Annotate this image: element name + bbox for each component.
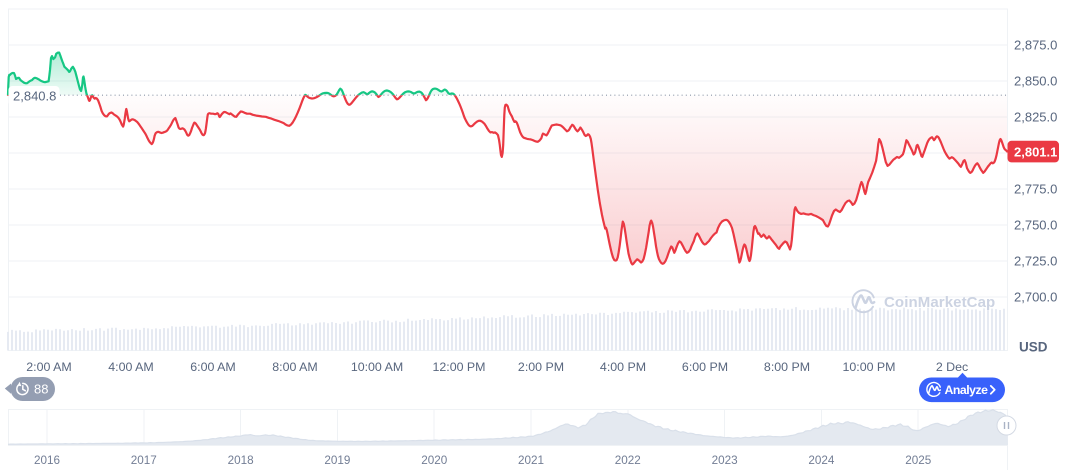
svg-text:2025: 2025	[905, 454, 932, 467]
svg-text:2017: 2017	[131, 454, 157, 467]
svg-text:2,725.0: 2,725.0	[1014, 254, 1057, 269]
svg-text:2019: 2019	[324, 454, 350, 467]
svg-text:2018: 2018	[228, 454, 254, 467]
svg-text:12:00 PM: 12:00 PM	[432, 360, 485, 374]
svg-text:2,750.0: 2,750.0	[1014, 218, 1057, 233]
svg-text:2021: 2021	[518, 454, 544, 467]
svg-text:8:00 AM: 8:00 AM	[272, 360, 317, 374]
svg-text:2016: 2016	[34, 454, 60, 467]
svg-text:2:00 PM: 2:00 PM	[518, 360, 564, 374]
svg-text:10:00 PM: 10:00 PM	[842, 360, 895, 374]
svg-text:2,875.0: 2,875.0	[1014, 38, 1057, 53]
svg-text:2,850.0: 2,850.0	[1014, 74, 1057, 89]
svg-text:2,700.0: 2,700.0	[1014, 290, 1057, 305]
svg-text:6:00 AM: 6:00 AM	[190, 360, 235, 374]
svg-text:2020: 2020	[421, 454, 448, 467]
svg-text:2024: 2024	[808, 454, 835, 467]
svg-text:6:00 PM: 6:00 PM	[682, 360, 728, 374]
svg-text:2 Dec: 2 Dec	[936, 360, 968, 374]
svg-text:8:00 PM: 8:00 PM	[764, 360, 810, 374]
svg-text:88: 88	[34, 382, 48, 397]
svg-text:2,801.1: 2,801.1	[1014, 144, 1057, 159]
svg-text:2,775.0: 2,775.0	[1014, 182, 1057, 197]
svg-text:10:00 AM: 10:00 AM	[351, 360, 403, 374]
svg-text:4:00 AM: 4:00 AM	[108, 360, 153, 374]
svg-text:2023: 2023	[712, 454, 738, 467]
svg-text:2022: 2022	[615, 454, 641, 467]
svg-text:2,825.0: 2,825.0	[1014, 110, 1057, 125]
svg-text:2,840.8: 2,840.8	[13, 89, 56, 104]
svg-text:2:00 AM: 2:00 AM	[26, 360, 71, 374]
svg-text:4:00 PM: 4:00 PM	[600, 360, 646, 374]
svg-text:USD: USD	[1019, 340, 1048, 355]
svg-text:CoinMarketCap: CoinMarketCap	[884, 294, 995, 311]
svg-text:Analyze: Analyze	[945, 383, 989, 397]
